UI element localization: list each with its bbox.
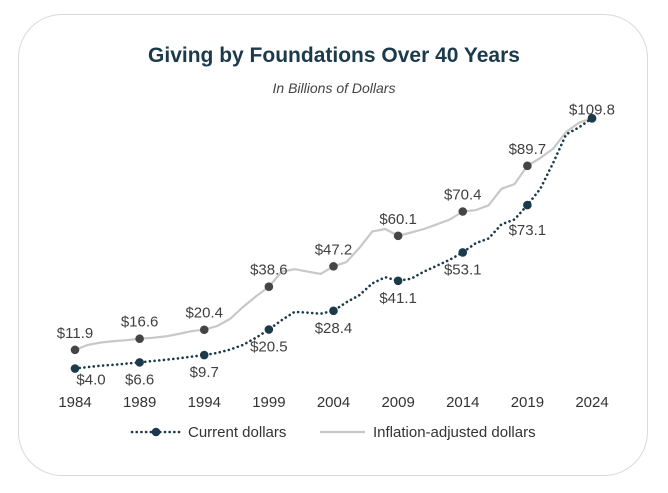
point-inflation <box>199 325 209 335</box>
data-label-current: $4.0 <box>76 372 105 389</box>
data-label-inflation: $47.2 <box>315 241 353 258</box>
data-label-inflation: $20.4 <box>185 305 223 322</box>
data-label-current: $28.4 <box>315 320 353 337</box>
chart-card <box>18 14 648 476</box>
chart-subtitle: In Billions of Dollars <box>272 80 396 96</box>
x-axis-ticks: 1984 1989 1994 1999 2004 2009 2014 2019 2024 <box>58 394 608 411</box>
legend-label-inflation: Inflation-adjusted dollars <box>373 424 536 441</box>
legend-marker-current <box>151 427 161 437</box>
point-inflation <box>393 231 403 241</box>
x-tick-label: 1989 <box>123 394 156 411</box>
point-inflation <box>329 262 338 271</box>
data-label-current: $73.1 <box>509 222 547 239</box>
point-current <box>329 306 338 316</box>
data-label-current: $9.7 <box>190 364 219 381</box>
point-inflation <box>458 207 468 216</box>
series-line-current <box>73 117 594 370</box>
point-current <box>264 325 274 334</box>
data-label-inflation: $16.6 <box>121 314 159 331</box>
x-tick-label: 2024 <box>575 394 608 411</box>
point-inflation <box>264 282 274 292</box>
data-label-inflation: $109.8 <box>569 101 615 118</box>
data-label-inflation: $70.4 <box>444 186 482 203</box>
data-label-inflation: $38.6 <box>250 262 288 279</box>
data-label-inflation: $60.1 <box>379 211 417 228</box>
point-inflation <box>135 334 144 344</box>
series-points <box>70 113 597 373</box>
x-tick-label: 1994 <box>188 394 221 411</box>
x-tick-label: 2009 <box>381 394 414 411</box>
point-current <box>523 200 532 210</box>
data-label-inflation: $11.9 <box>57 325 93 342</box>
point-inflation <box>70 345 80 355</box>
data-label-inflation: $89.7 <box>509 141 547 158</box>
data-label-current: $20.5 <box>250 339 288 356</box>
data-label-current: $53.1 <box>444 261 482 278</box>
chart-title: Giving by Foundations Over 40 Years <box>148 44 520 67</box>
x-tick-label: 1984 <box>58 394 91 411</box>
x-tick-label: 2019 <box>511 394 544 411</box>
point-current <box>587 113 597 123</box>
x-tick-label: 1999 <box>252 394 285 411</box>
legend: Current dollars Inflation-adjusted dolla… <box>130 424 536 441</box>
point-current <box>458 248 468 257</box>
x-tick-label: 2014 <box>446 394 479 411</box>
x-tick-label: 2004 <box>317 394 350 411</box>
legend-label-current: Current dollars <box>188 424 286 441</box>
point-current <box>135 358 144 367</box>
data-labels: $11.9 $16.6 $20.4 $38.6 $47.2 $60.1 $70.4 $89.7… <box>57 101 615 388</box>
point-current <box>393 276 403 286</box>
point-current <box>199 350 209 360</box>
point-inflation <box>523 161 532 171</box>
data-label-current: $41.1 <box>379 290 417 307</box>
data-label-current: $6.6 <box>125 371 154 388</box>
point-current <box>70 364 80 373</box>
